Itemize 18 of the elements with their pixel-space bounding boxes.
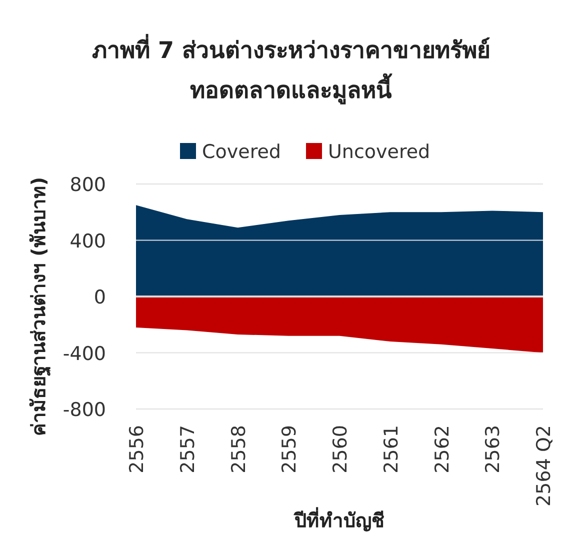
x-tick-label: 2564 Q2 <box>533 425 555 506</box>
y-tick-label: -400 <box>62 342 106 365</box>
x-tick-label: 2560 <box>330 425 352 474</box>
x-tick-label: 2562 <box>431 425 454 474</box>
y-tick-label: 400 <box>70 230 106 252</box>
y-tick-label: -800 <box>62 399 106 421</box>
x-tick-label: 2561 <box>380 425 402 474</box>
x-tick-label: 2563 <box>482 425 504 474</box>
x-tick-label: 2559 <box>278 425 301 474</box>
x-tick-label: 2558 <box>228 425 250 474</box>
x-tick-label: 2556 <box>126 425 148 474</box>
x-axis-title: ปีที่ทำบัญชี <box>294 507 384 532</box>
legend-label: Covered <box>202 141 281 163</box>
y-axis-title: ค่ามัธยฐานส่วนต่างฯ (พันบาท) <box>28 177 52 436</box>
y-tick-label: 0 <box>94 286 106 308</box>
y-tick-label: 800 <box>70 174 106 196</box>
legend-label: Uncovered <box>328 141 430 163</box>
x-tick-label: 2557 <box>176 425 199 474</box>
